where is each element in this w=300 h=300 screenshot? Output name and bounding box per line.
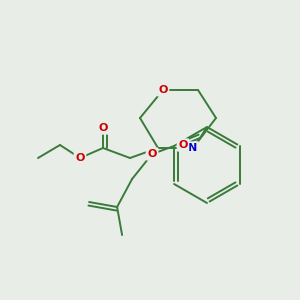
Text: O: O — [98, 123, 108, 133]
Text: N: N — [188, 143, 198, 153]
Text: O: O — [158, 85, 168, 95]
Text: O: O — [147, 149, 157, 159]
Text: O: O — [75, 153, 85, 163]
Text: O: O — [178, 140, 188, 150]
